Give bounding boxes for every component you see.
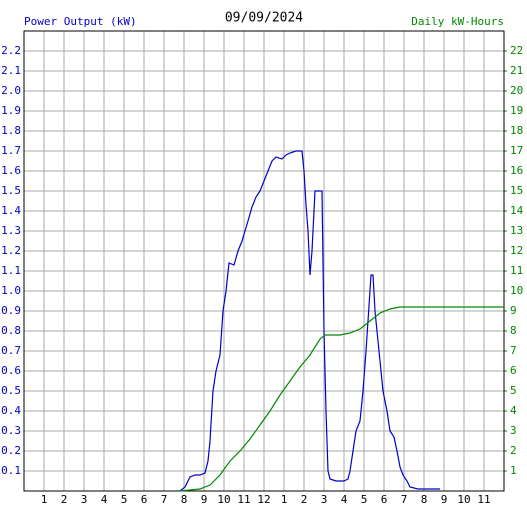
x-tick-label: 6 (381, 493, 388, 506)
y2-tick-label: 1 (510, 464, 517, 477)
y2-tick-label: 6 (510, 364, 517, 377)
y-tick-label: 1.6 (1, 164, 21, 177)
y2-tick-label: 2 (510, 444, 517, 457)
y-tick-label: 2.2 (1, 44, 21, 57)
y2-tick-label: 16 (510, 164, 523, 177)
y2-tick-label: 8 (510, 324, 517, 337)
data-line (179, 150, 440, 492)
x-tick-label: 2 (301, 493, 308, 506)
x-tick-label: 4 (101, 493, 108, 506)
x-tick-label: 5 (361, 493, 368, 506)
x-tick-label: 1 (281, 493, 288, 506)
y-tick-label: 2.0 (1, 84, 21, 97)
x-tick-label: 11 (477, 493, 490, 506)
y-tick-label: 1.0 (1, 284, 21, 297)
data-line (179, 306, 504, 492)
y2-tick-label: 18 (510, 124, 523, 137)
x-tick-label: 5 (121, 493, 128, 506)
x-tick-label: 10 (457, 493, 470, 506)
y-tick-label: 0.5 (1, 384, 21, 397)
y-tick-label: 1.8 (1, 124, 21, 137)
y-tick-label: 0.2 (1, 444, 21, 457)
y-tick-label: 1.4 (1, 204, 21, 217)
x-tick-label: 9 (441, 493, 448, 506)
x-tick-label: 3 (321, 493, 328, 506)
x-tick-label: 2 (61, 493, 68, 506)
y2-tick-label: 13 (510, 224, 523, 237)
x-tick-label: 1 (41, 493, 48, 506)
y-tick-label: 0.7 (1, 344, 21, 357)
y-tick-label: 1.5 (1, 184, 21, 197)
y-tick-label: 1.9 (1, 104, 21, 117)
y2-tick-label: 17 (510, 144, 523, 157)
y2-axis-label: Daily kW-Hours (411, 15, 504, 28)
y-axis-label: Power Output (kW) (24, 15, 137, 28)
y-tick-label: 1.1 (1, 264, 21, 277)
y2-tick-label: 20 (510, 84, 523, 97)
y2-tick-label: 10 (510, 284, 523, 297)
y-tick-label: 0.6 (1, 364, 21, 377)
y2-tick-label: 5 (510, 384, 517, 397)
y2-tick-label: 15 (510, 184, 523, 197)
y-tick-label: 2.1 (1, 64, 21, 77)
x-tick-label: 7 (401, 493, 408, 506)
y-tick-label: 0.3 (1, 424, 21, 437)
x-tick-label: 8 (421, 493, 428, 506)
x-tick-label: 9 (201, 493, 208, 506)
x-tick-label: 6 (141, 493, 148, 506)
x-tick-label: 3 (81, 493, 88, 506)
y-tick-label: 0.1 (1, 464, 21, 477)
chart-title: 09/09/2024 (225, 11, 303, 26)
y2-tick-label: 9 (510, 304, 517, 317)
y-tick-label: 0.4 (1, 404, 21, 417)
x-tick-label: 4 (341, 493, 348, 506)
y-tick-label: 1.7 (1, 144, 21, 157)
y2-tick-label: 22 (510, 44, 523, 57)
y2-tick-label: 3 (510, 424, 517, 437)
y-tick-label: 1.2 (1, 244, 21, 257)
x-tick-label: 12 (257, 493, 270, 506)
y-tick-label: 0.8 (1, 324, 21, 337)
y2-tick-label: 12 (510, 244, 523, 257)
y-tick-label: 0.9 (1, 304, 21, 317)
plot-border (23, 30, 505, 492)
y2-tick-label: 19 (510, 104, 523, 117)
y-tick-label: 1.3 (1, 224, 21, 237)
x-tick-label: 11 (237, 493, 250, 506)
y2-tick-label: 11 (510, 264, 523, 277)
x-tick-label: 7 (161, 493, 168, 506)
x-tick-label: 8 (181, 493, 188, 506)
y2-tick-label: 4 (510, 404, 517, 417)
y2-tick-label: 21 (510, 64, 523, 77)
y2-tick-label: 7 (510, 344, 517, 357)
x-tick-label: 10 (217, 493, 230, 506)
y2-tick-label: 14 (510, 204, 524, 217)
